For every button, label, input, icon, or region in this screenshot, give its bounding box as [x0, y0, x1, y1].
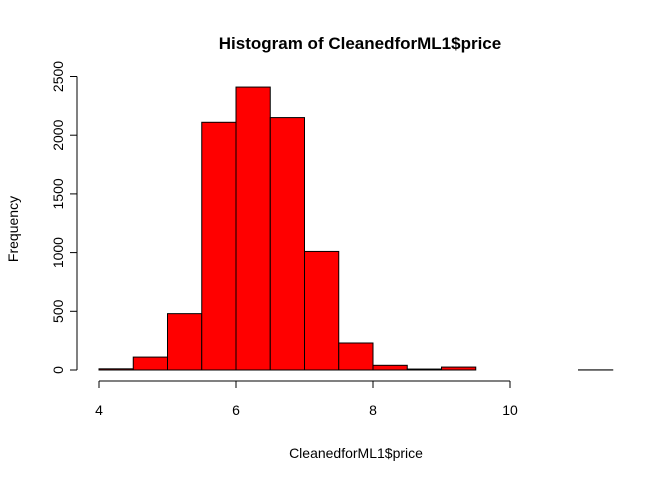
x-tick-label: 6: [232, 402, 240, 418]
histogram-bar-7: [338, 342, 374, 371]
histogram-bar-1: [132, 356, 168, 371]
y-tick-label: 500: [50, 299, 66, 323]
histogram-bar-2: [167, 313, 203, 371]
histogram-bar-10: [441, 366, 477, 371]
x-axis-label: CleanedforML1$price: [289, 445, 423, 461]
y-tick-label: 0: [50, 366, 66, 374]
x-tick-label: 4: [95, 402, 103, 418]
x-tick-label: 10: [502, 402, 518, 418]
y-axis: 0 500 1000 1500 2000 2500: [50, 61, 78, 374]
y-tick-label: 1500: [50, 178, 66, 209]
bars-group: [98, 86, 614, 371]
histogram-bar-4: [235, 86, 271, 371]
x-tick-label: 8: [369, 402, 377, 418]
histogram-bar-8: [372, 364, 408, 371]
y-axis-label: Frequency: [5, 196, 21, 262]
histogram-bar-3: [201, 121, 237, 371]
y-tick-label: 2000: [50, 119, 66, 150]
chart-title: Histogram of CleanedforML1$price: [219, 34, 501, 53]
y-tick-label: 1000: [50, 237, 66, 268]
histogram-bar-5: [269, 117, 305, 371]
histogram-bar-9: [406, 368, 442, 371]
histogram-bar-6: [304, 250, 340, 371]
x-axis: 4 6 8 10: [95, 380, 518, 418]
histogram-bar-0: [98, 368, 134, 371]
y-tick-label: 2500: [50, 61, 66, 92]
